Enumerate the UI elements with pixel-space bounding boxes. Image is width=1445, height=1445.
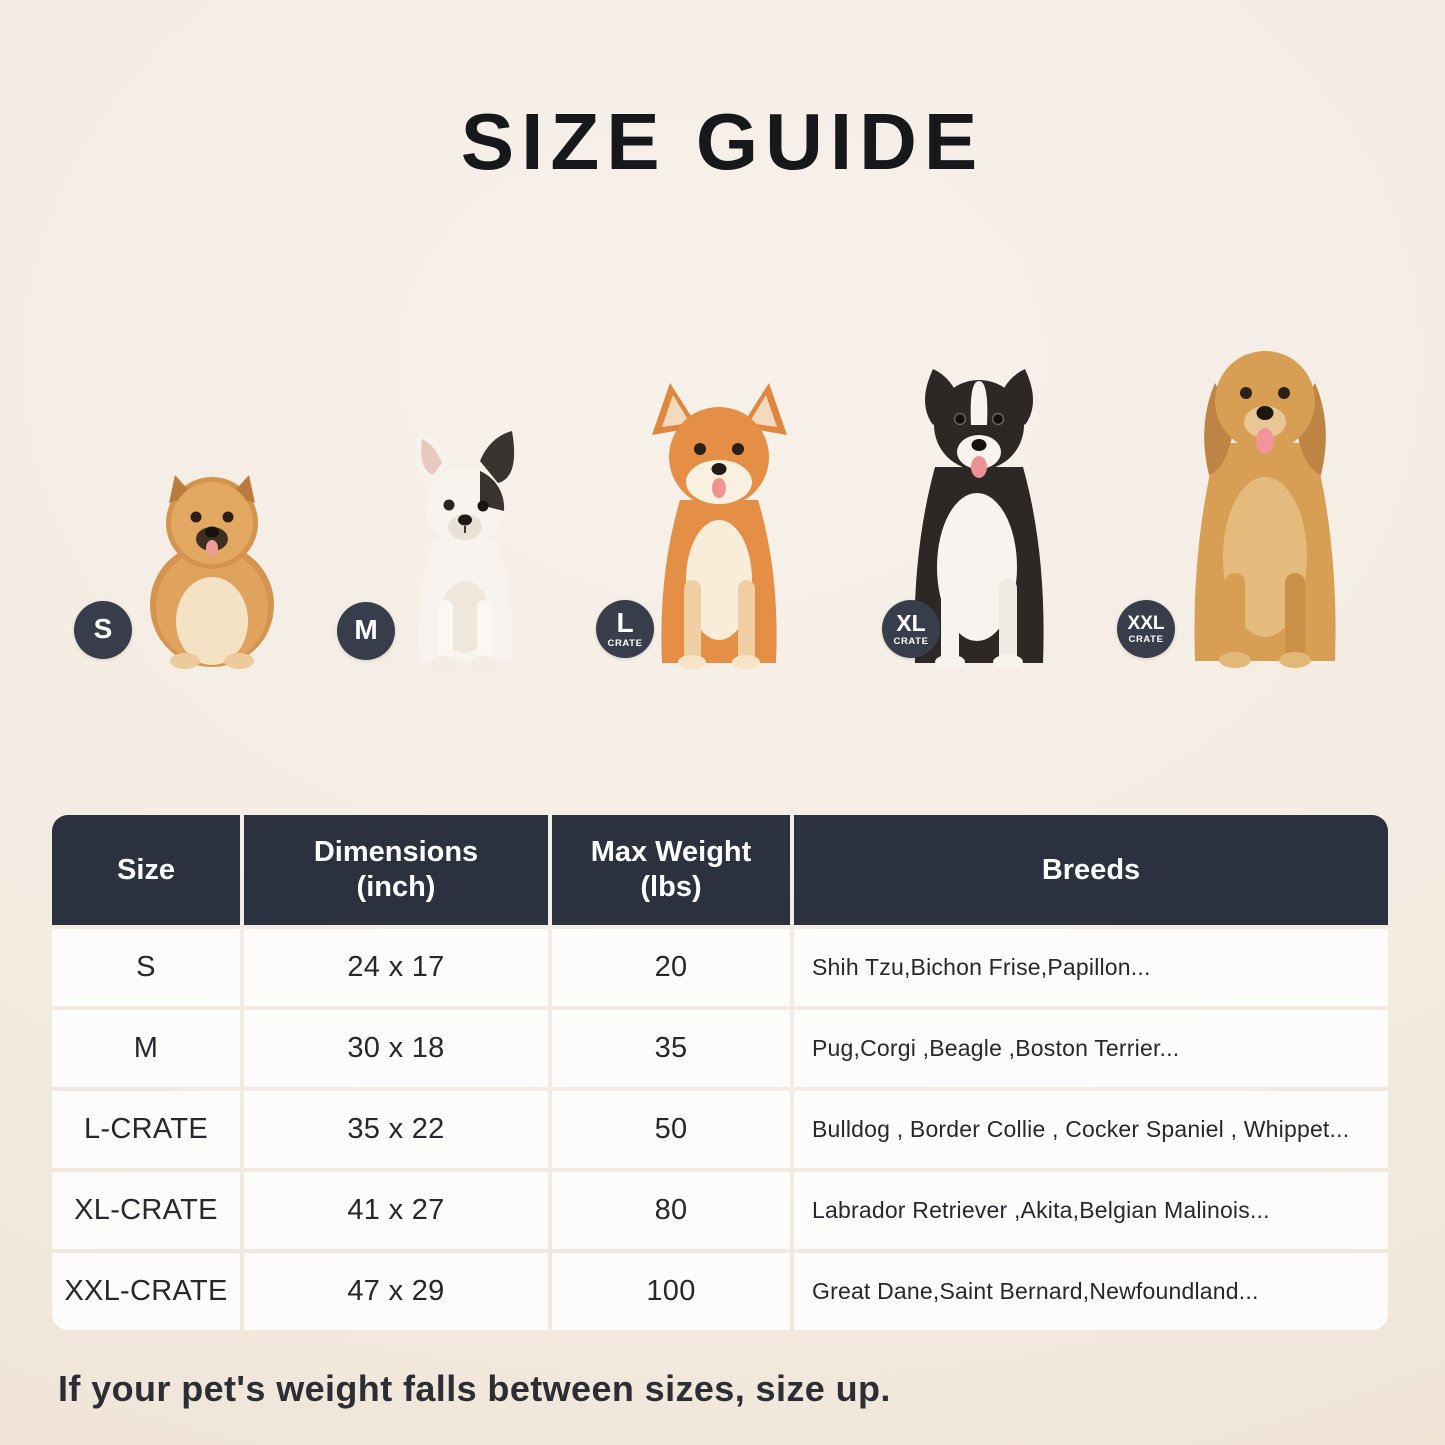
table-row-m: M 30 x 18 35 Pug,Corgi ,Beagle ,Boston T… <box>52 1010 1392 1087</box>
cell-dimensions: 24 x 17 <box>244 929 548 1006</box>
french-bulldog-dog-icon <box>415 431 515 669</box>
size-badge-label: S <box>93 613 113 644</box>
cell-breeds: Shih Tzu,Bichon Frise,Papillon... <box>794 929 1388 1006</box>
header-line: Max Weight <box>590 836 752 869</box>
cell-size: S <box>52 929 240 1006</box>
header-line: (inch) <box>356 871 436 903</box>
cell-size: L-CRATE <box>52 1091 240 1168</box>
cell-dimensions: 47 x 29 <box>244 1253 548 1330</box>
size-badge-s: S <box>74 601 132 659</box>
cell-max-weight: 35 <box>552 1010 790 1087</box>
header-line: Dimensions <box>313 836 479 869</box>
size-badge-label: M <box>354 614 378 645</box>
size-badge-label: XXL <box>1127 612 1165 634</box>
header-line: Breeds <box>1041 853 1141 886</box>
cell-breeds: Great Dane,Saint Bernard,Newfoundland... <box>794 1253 1388 1330</box>
size-badge-sublabel: CRATE <box>607 638 643 650</box>
size-badge-l-crate: L CRATE <box>596 600 654 658</box>
size-badge-sublabel: CRATE <box>1128 633 1164 645</box>
size-badge-xxl-crate: XXL CRATE <box>1117 600 1175 658</box>
cell-breeds: Bulldog , Border Collie , Cocker Spaniel… <box>794 1091 1388 1168</box>
header-line: Size <box>116 853 176 886</box>
french-bulldog-dog-illustration <box>388 425 543 670</box>
size-badge-sublabel: CRATE <box>893 635 929 647</box>
cell-size: M <box>52 1010 240 1087</box>
golden-retriever-dog-icon <box>1194 351 1336 668</box>
size-badge-xl-crate: XL CRATE <box>882 600 940 658</box>
cell-max-weight: 50 <box>552 1091 790 1168</box>
cell-breeds: Pug,Corgi ,Beagle ,Boston Terrier... <box>794 1010 1388 1087</box>
border-collie-dog-icon <box>914 369 1044 670</box>
shiba-inu-dog-icon <box>652 383 787 669</box>
column-header-max-weight: Max Weight (lbs) <box>552 815 790 925</box>
size-table: Size Dimensions (inch) Max Weight (lbs) Br… <box>52 815 1392 1330</box>
cell-dimensions: 35 x 22 <box>244 1091 548 1168</box>
size-badge-m: M <box>337 602 395 660</box>
column-header-dimensions: Dimensions (inch) <box>244 815 548 925</box>
table-body: S 24 x 17 20 Shih Tzu,Bichon Frise,Papil… <box>52 929 1392 1330</box>
size-badge-label: L <box>616 607 634 639</box>
column-header-size: Size <box>52 815 240 925</box>
table-header-row: Size Dimensions (inch) Max Weight (lbs) Br… <box>52 815 1392 925</box>
pomeranian-dog-icon <box>150 475 274 669</box>
column-header-breeds: Breeds <box>794 815 1388 925</box>
cell-max-weight: 100 <box>552 1253 790 1330</box>
table-row-s: S 24 x 17 20 Shih Tzu,Bichon Frise,Papil… <box>52 929 1392 1006</box>
sizing-advice-note: If your pet's weight falls between sizes… <box>58 1368 891 1409</box>
cell-max-weight: 20 <box>552 929 790 1006</box>
cell-size: XXL-CRATE <box>52 1253 240 1330</box>
header-line: (lbs) <box>640 871 702 903</box>
cell-breeds: Labrador Retriever ,Akita,Belgian Malino… <box>794 1172 1388 1249</box>
cell-size: XL-CRATE <box>52 1172 240 1249</box>
golden-retriever-dog-illustration <box>1153 325 1378 670</box>
table-row-xxl-crate: XXL-CRATE 47 x 29 100 Great Dane,Saint B… <box>52 1253 1392 1330</box>
size-badge-label: XL <box>896 609 926 636</box>
shiba-inu-dog-illustration <box>622 375 817 670</box>
cell-max-weight: 80 <box>552 1172 790 1249</box>
page-title: SIZE GUIDE <box>460 97 985 186</box>
cell-dimensions: 41 x 27 <box>244 1172 548 1249</box>
cell-dimensions: 30 x 18 <box>244 1010 548 1087</box>
pomeranian-dog-illustration <box>127 455 297 670</box>
table-row-xl-crate: XL-CRATE 41 x 27 80 Labrador Retriever ,… <box>52 1172 1392 1249</box>
border-collie-dog-illustration <box>877 355 1082 670</box>
table-row-l-crate: L-CRATE 35 x 22 50 Bulldog , Border Coll… <box>52 1091 1392 1168</box>
